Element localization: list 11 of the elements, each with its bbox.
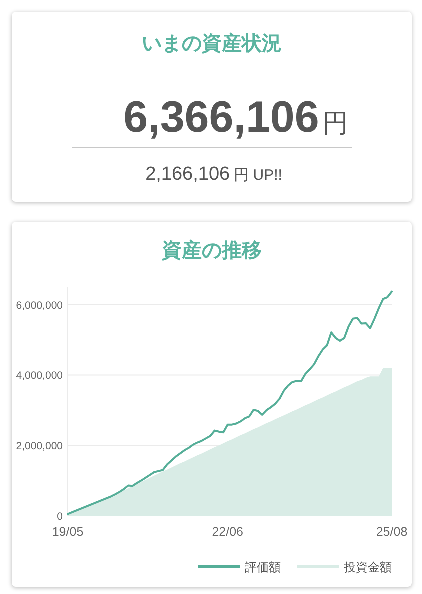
y-tick-label: 0 xyxy=(57,511,64,523)
chart-title: 資産の推移 xyxy=(161,239,262,262)
y-tick-label: 4,000,000 xyxy=(16,370,64,382)
x-tick-label: 25/08 xyxy=(376,525,408,539)
x-tick-label: 22/06 xyxy=(212,525,244,539)
legend-label: 評価額 xyxy=(245,560,281,574)
text: いまの資産状況 xyxy=(142,32,282,55)
y-tick-label: 6,000,000 xyxy=(16,300,64,312)
x-tick-label: 19/05 xyxy=(52,525,84,539)
y-tick-label: 2,000,000 xyxy=(16,440,64,453)
legend-label: 投資金額 xyxy=(343,560,392,574)
